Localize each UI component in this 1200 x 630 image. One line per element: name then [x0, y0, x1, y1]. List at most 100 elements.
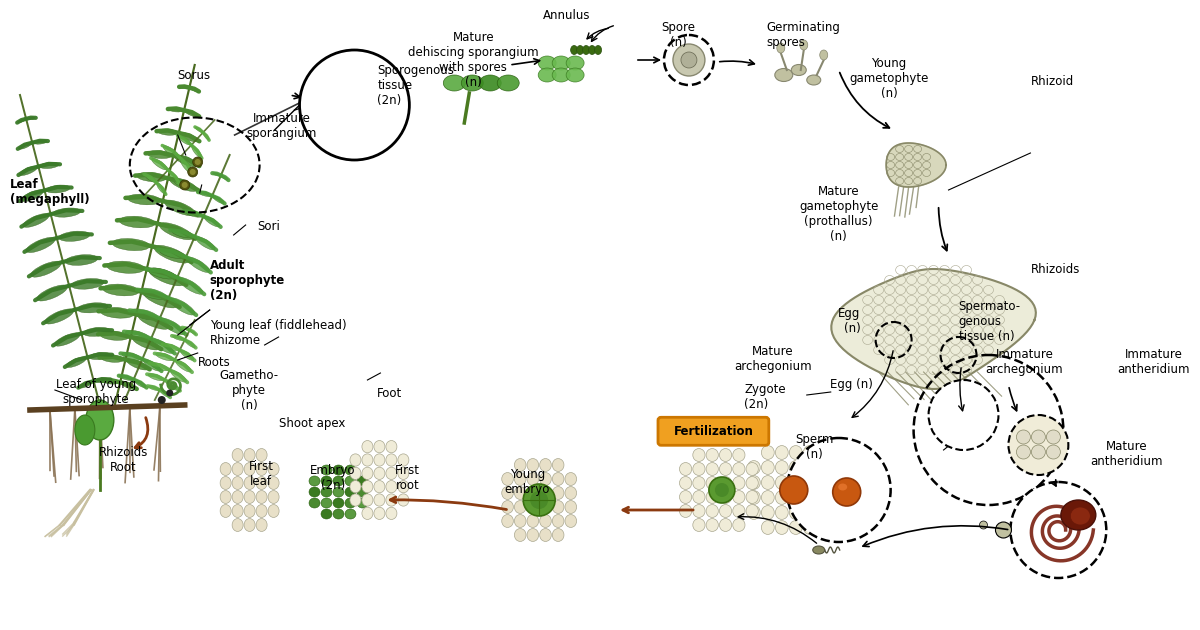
Ellipse shape [163, 344, 179, 351]
Ellipse shape [121, 352, 142, 360]
Ellipse shape [706, 505, 719, 517]
Ellipse shape [376, 134, 386, 144]
Ellipse shape [180, 158, 193, 173]
Ellipse shape [374, 507, 385, 520]
Ellipse shape [362, 454, 373, 466]
Ellipse shape [374, 494, 385, 506]
Ellipse shape [817, 476, 830, 490]
Text: Mature
gametophyte
(prothallus)
(n): Mature gametophyte (prothallus) (n) [799, 185, 878, 243]
Ellipse shape [776, 43, 785, 53]
Ellipse shape [343, 87, 354, 98]
Ellipse shape [552, 472, 564, 486]
Ellipse shape [527, 459, 539, 471]
Ellipse shape [376, 122, 386, 133]
Circle shape [300, 50, 409, 160]
Ellipse shape [232, 462, 244, 476]
Circle shape [833, 478, 860, 506]
Circle shape [680, 52, 697, 68]
Circle shape [929, 380, 998, 450]
Ellipse shape [18, 142, 31, 149]
Ellipse shape [552, 68, 570, 82]
Ellipse shape [386, 467, 397, 479]
Ellipse shape [180, 350, 194, 360]
Circle shape [190, 169, 196, 175]
Ellipse shape [733, 505, 745, 517]
Ellipse shape [959, 428, 968, 440]
Circle shape [1032, 445, 1045, 459]
Ellipse shape [332, 134, 343, 144]
Ellipse shape [790, 520, 803, 534]
Text: Egg
(n): Egg (n) [838, 307, 860, 335]
Ellipse shape [152, 339, 174, 353]
Ellipse shape [959, 391, 968, 402]
Ellipse shape [256, 505, 268, 517]
Ellipse shape [515, 529, 526, 541]
Ellipse shape [826, 468, 838, 482]
Ellipse shape [552, 501, 564, 513]
Ellipse shape [74, 415, 95, 445]
Circle shape [194, 159, 200, 165]
Ellipse shape [692, 491, 706, 503]
Text: Germinating
spores: Germinating spores [767, 21, 841, 49]
Ellipse shape [199, 192, 211, 197]
Ellipse shape [268, 462, 280, 476]
Ellipse shape [148, 151, 172, 159]
Circle shape [664, 35, 714, 85]
Ellipse shape [20, 190, 43, 202]
Ellipse shape [839, 483, 847, 491]
Ellipse shape [220, 462, 232, 476]
Ellipse shape [161, 318, 185, 335]
Ellipse shape [37, 285, 67, 301]
Ellipse shape [497, 75, 520, 91]
Ellipse shape [374, 481, 385, 493]
Ellipse shape [244, 491, 256, 503]
Text: Young leaf (fiddlehead): Young leaf (fiddlehead) [210, 319, 347, 332]
Ellipse shape [157, 183, 166, 194]
Ellipse shape [502, 501, 514, 513]
Ellipse shape [362, 467, 373, 479]
Ellipse shape [332, 76, 343, 86]
Ellipse shape [232, 449, 244, 461]
Ellipse shape [746, 491, 758, 503]
Ellipse shape [343, 122, 354, 133]
Ellipse shape [343, 99, 354, 110]
Ellipse shape [720, 449, 732, 461]
Ellipse shape [812, 483, 824, 497]
Ellipse shape [170, 370, 186, 382]
Ellipse shape [761, 506, 774, 519]
Polygon shape [832, 269, 1036, 389]
Ellipse shape [121, 382, 136, 389]
Ellipse shape [148, 268, 175, 279]
Ellipse shape [86, 400, 114, 440]
Ellipse shape [692, 476, 706, 490]
Ellipse shape [720, 476, 732, 490]
Circle shape [979, 521, 988, 529]
Ellipse shape [565, 501, 577, 513]
Ellipse shape [790, 461, 803, 474]
Text: Egg (n): Egg (n) [830, 378, 874, 391]
Ellipse shape [461, 75, 484, 91]
Ellipse shape [761, 520, 774, 534]
Ellipse shape [256, 449, 268, 461]
Ellipse shape [161, 390, 169, 398]
Ellipse shape [566, 68, 584, 82]
Circle shape [180, 180, 190, 190]
Circle shape [709, 477, 734, 503]
Text: Spermato-
genous
tissue (n): Spermato- genous tissue (n) [959, 300, 1021, 343]
Ellipse shape [350, 481, 361, 493]
Ellipse shape [182, 327, 190, 330]
Circle shape [1010, 482, 1106, 578]
Ellipse shape [826, 513, 838, 527]
Ellipse shape [19, 166, 37, 176]
Ellipse shape [947, 391, 958, 402]
Ellipse shape [538, 56, 556, 70]
Ellipse shape [256, 462, 268, 476]
Ellipse shape [386, 122, 397, 133]
Ellipse shape [443, 75, 466, 91]
Ellipse shape [720, 518, 732, 532]
Ellipse shape [527, 529, 539, 541]
Ellipse shape [398, 467, 409, 479]
Ellipse shape [790, 476, 803, 490]
Ellipse shape [790, 445, 803, 459]
Ellipse shape [365, 87, 376, 98]
